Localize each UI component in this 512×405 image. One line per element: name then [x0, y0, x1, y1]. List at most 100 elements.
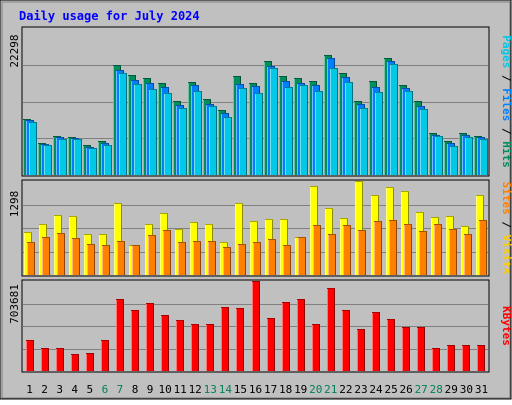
bar-bottom-kbytes-2-face [41, 348, 49, 371]
bar-top-pages-29 [450, 146, 458, 175]
axis-label-part-top-2: Files [500, 88, 512, 121]
bar-middle-sites-4 [72, 238, 80, 275]
bar-middle-sites-10 [163, 230, 171, 275]
bar-bottom-kbytes-22 [342, 310, 350, 371]
x-tick-label: 27 [415, 383, 428, 396]
chart-inner-border [1, 1, 511, 399]
bar-top-pages-19 [300, 85, 308, 175]
bar-top-pages-13 [209, 106, 217, 175]
bar-top-pages-10-face [164, 93, 172, 175]
bar-bottom-kbytes-8 [131, 310, 139, 371]
bar-bottom-kbytes-7 [116, 299, 124, 371]
bar-middle-sites-3-face [57, 233, 65, 275]
bar-bottom-kbytes-25-face [387, 319, 395, 371]
bar-middle-sites-3 [57, 233, 65, 275]
bar-top-pages-8-face [134, 84, 142, 175]
bar-bottom-kbytes-22-face [342, 310, 350, 371]
bar-bottom-kbytes-5-face [86, 353, 94, 371]
bar-bottom-kbytes-13 [206, 324, 214, 371]
bar-bottom-kbytes-31 [477, 345, 485, 371]
x-tick-label: 5 [86, 383, 93, 396]
bar-middle-sites-6 [102, 245, 110, 275]
bar-bottom-kbytes-13-face [206, 324, 214, 371]
bar-top-pages-9-face [149, 89, 157, 175]
bar-top-pages-27-face [420, 109, 428, 175]
chart-title: Daily usage for July 2024 [19, 9, 200, 23]
axis-label-part-top-0: Pages [500, 35, 512, 68]
bar-middle-sites-17-face [268, 239, 276, 275]
bar-middle-sites-2-face [42, 237, 50, 275]
bar-top-pages-23 [360, 108, 368, 175]
bar-top-pages-16-face [255, 93, 263, 175]
bar-bottom-kbytes-10 [161, 315, 169, 371]
bar-middle-sites-21-face [328, 234, 336, 275]
x-axis: 1 2 3 4 5 6 7 8 9 10 11 12 13 14 15 16 17 18 19 20 21 22 23 24 2… [26, 383, 488, 396]
x-tick-label: 15 [234, 383, 247, 396]
bar-top-pages-26 [405, 91, 413, 175]
axis-label-part-bottom-0: KBytes [500, 306, 512, 346]
bar-middle-sites-1-face [27, 242, 35, 275]
bar-middle-sites-19-face [298, 237, 306, 275]
bar-middle-sites-18-face [283, 245, 291, 275]
bar-bottom-kbytes-30 [462, 345, 470, 371]
bar-middle-sites-4-face [72, 238, 80, 275]
bar-bottom-kbytes-9-face [146, 303, 154, 371]
bar-top-pages-2-face [44, 145, 52, 175]
x-tick-label: 16 [249, 383, 262, 396]
bar-top-pages-15 [239, 88, 247, 175]
axis-label-part-middle-0: Sites [500, 182, 512, 215]
bar-top-pages-10 [164, 93, 172, 175]
bar-middle-sites-25-face [389, 220, 397, 275]
x-tick-label: 21 [324, 383, 337, 396]
bar-middle-sites-23 [358, 230, 366, 275]
bar-top-pages-26-face [405, 91, 413, 175]
bar-bottom-kbytes-21 [327, 288, 335, 371]
bar-bottom-kbytes-16-face [252, 281, 260, 371]
bar-middle-sites-5 [87, 244, 95, 275]
bar-bottom-kbytes-17 [267, 318, 275, 371]
x-tick-label: 24 [369, 383, 383, 396]
bar-middle-sites-11-face [178, 242, 186, 275]
x-tick-label: 9 [147, 383, 154, 396]
x-tick-label: 7 [117, 383, 124, 396]
bar-top-pages-30 [465, 137, 473, 175]
bar-top-pages-27 [420, 109, 428, 175]
panel-bottom: 703681 KBytes [8, 279, 512, 373]
x-tick-label: 4 [71, 383, 78, 396]
bar-bottom-kbytes-20-face [312, 324, 320, 371]
bar-top-pages-1-face [29, 122, 37, 175]
bar-top-pages-11-face [179, 108, 187, 175]
x-tick-label: 3 [56, 383, 63, 396]
bar-middle-sites-16 [253, 242, 261, 275]
bar-top-pages-31-face [480, 139, 488, 175]
bar-middle-sites-17 [268, 239, 276, 275]
x-tick-label: 19 [294, 383, 307, 396]
bar-middle-sites-13-face [208, 241, 216, 275]
bar-middle-sites-16-face [253, 242, 261, 275]
bar-middle-sites-27-face [419, 231, 427, 275]
panel-top: 22298 Pages / Files / Hits [8, 26, 512, 177]
bar-bottom-kbytes-12 [191, 324, 199, 371]
bar-bottom-kbytes-7-face [116, 299, 124, 371]
bar-top-pages-15-face [239, 88, 247, 175]
bar-bottom-kbytes-6 [101, 340, 109, 371]
bar-bottom-kbytes-23 [357, 329, 365, 371]
bar-bottom-kbytes-31-face [477, 345, 485, 371]
bar-middle-sites-1 [27, 242, 35, 275]
x-tick-label: 25 [384, 383, 397, 396]
bar-bottom-kbytes-18 [282, 302, 290, 371]
bar-middle-sites-23-face [358, 230, 366, 275]
bar-top-pages-5 [89, 148, 97, 175]
x-tick-label: 30 [460, 383, 473, 396]
bar-middle-sites-27 [419, 231, 427, 275]
bar-bottom-kbytes-14-face [221, 307, 229, 371]
bar-middle-sites-7 [117, 241, 125, 275]
bar-top-pages-12-face [194, 91, 202, 175]
bar-top-pages-18-face [285, 87, 293, 175]
bar-bottom-kbytes-29-face [447, 345, 455, 371]
x-tick-label: 20 [309, 383, 322, 396]
bar-top-pages-7 [119, 73, 127, 175]
bar-top-pages-31 [480, 139, 488, 175]
bar-middle-sites-2 [42, 237, 50, 275]
